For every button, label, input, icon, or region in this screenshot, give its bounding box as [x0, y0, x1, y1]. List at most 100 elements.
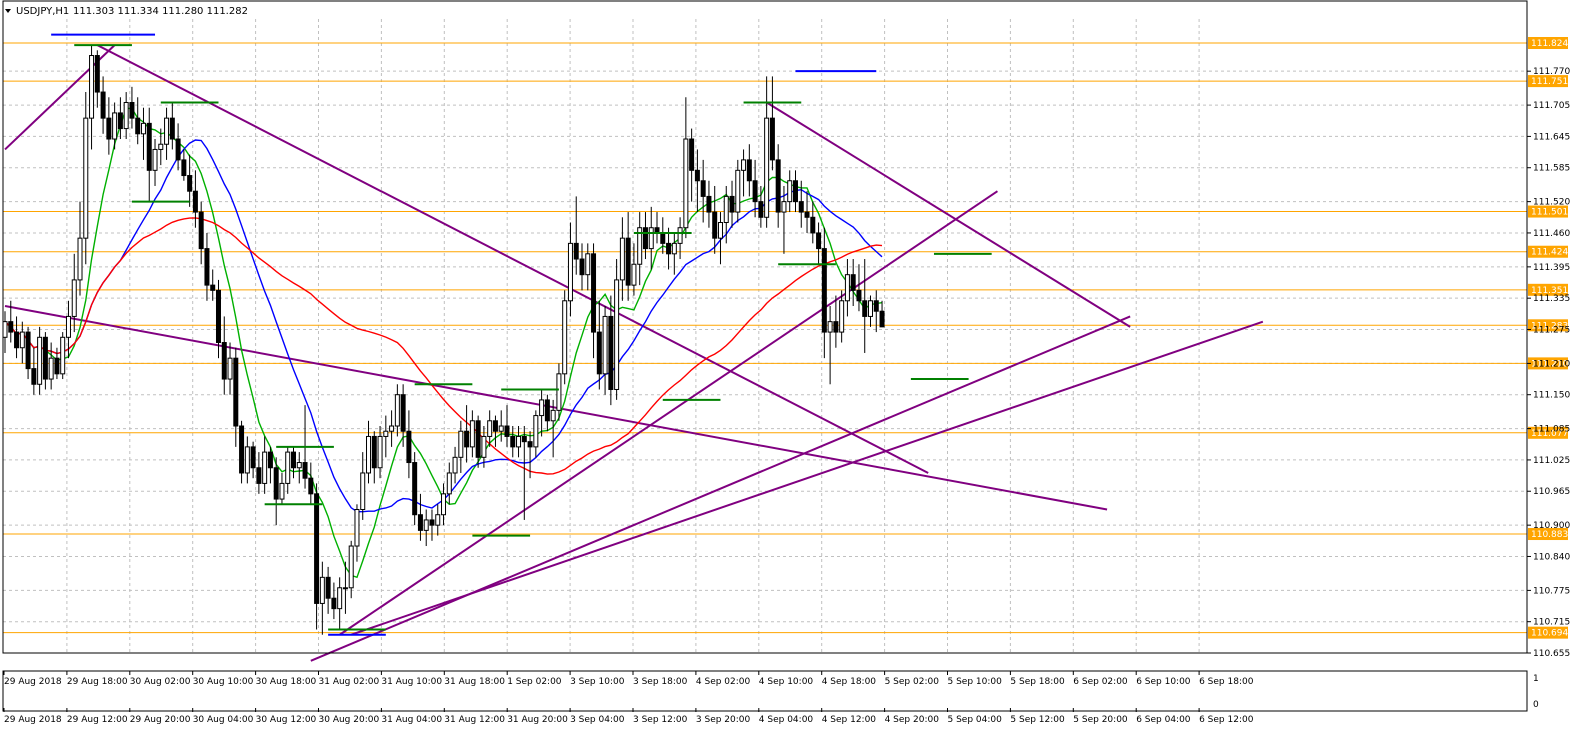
- candle-body: [412, 462, 418, 516]
- candle: [475, 415, 481, 468]
- candle-body: [164, 117, 170, 145]
- candle: [279, 472, 285, 505]
- price-tick-label: 110.775: [1533, 586, 1570, 596]
- candle-body: [833, 321, 839, 333]
- candle-body: [516, 435, 522, 448]
- candle: [844, 259, 850, 317]
- candle: [106, 97, 112, 155]
- candle: [614, 259, 620, 400]
- candle-body: [77, 237, 83, 281]
- candle-body: [579, 258, 585, 276]
- trendline: [339, 190, 998, 636]
- candle-body: [602, 315, 608, 375]
- candle-body: [827, 321, 833, 333]
- candle-body: [464, 430, 470, 448]
- candle-body: [821, 248, 827, 333]
- candle-body: [844, 274, 850, 302]
- candle: [273, 457, 279, 526]
- candle: [717, 212, 723, 265]
- candle: [233, 347, 239, 447]
- candle: [146, 107, 152, 202]
- main-pane-border: [2, 0, 1528, 654]
- candle: [129, 86, 135, 129]
- candle-body: [117, 112, 123, 130]
- candle: [712, 185, 718, 254]
- candle: [77, 201, 83, 296]
- triangle-down-icon[interactable]: [5, 9, 11, 13]
- candle-body: [504, 425, 510, 437]
- candle-body: [567, 242, 573, 302]
- time-tick-label: 5 Sep 04:00: [948, 715, 1003, 725]
- candle: [140, 107, 146, 160]
- candle: [250, 441, 256, 479]
- candle-body: [400, 394, 406, 432]
- candle-body: [787, 180, 793, 203]
- candle-body: [140, 122, 146, 135]
- level-label: 111.351: [1531, 286, 1568, 296]
- candle-body: [717, 222, 723, 239]
- candle-body: [187, 175, 193, 192]
- candle-body: [337, 587, 343, 610]
- candle: [469, 410, 475, 458]
- candle-body: [879, 310, 885, 328]
- candle-body: [106, 117, 112, 140]
- moving-average-line: [4, 139, 883, 513]
- candle: [337, 577, 343, 630]
- candle: [83, 92, 89, 265]
- candle-body: [614, 279, 620, 390]
- level-label: 111.283: [1531, 321, 1568, 331]
- indicator-tick-label: 0: [1533, 700, 1539, 710]
- candle-body: [435, 514, 441, 526]
- candle: [654, 212, 660, 244]
- time-tick-label: 4 Sep 12:00: [822, 715, 877, 725]
- candle-body: [250, 446, 256, 469]
- time-tick-label: 3 Sep 18:00: [633, 677, 688, 687]
- chart-frame: 10: [2, 0, 1539, 712]
- candle: [400, 384, 406, 447]
- candle-body: [648, 227, 654, 250]
- candle: [741, 149, 747, 197]
- candle-body: [158, 143, 164, 150]
- candle-body: [539, 399, 545, 417]
- chart-header: USDJPY,H1 111.303 111.334 111.280 111.28…: [5, 6, 248, 17]
- candle: [429, 509, 435, 541]
- time-tick-label: 31 Aug 02:00: [319, 677, 380, 687]
- candle-body: [83, 117, 89, 239]
- candle-body: [498, 425, 504, 432]
- candle: [504, 405, 510, 447]
- level-label-bg: [1528, 319, 1568, 332]
- candle: [862, 259, 868, 353]
- candle: [89, 45, 95, 150]
- candle-body: [723, 195, 729, 224]
- time-tick-label: 4 Sep 04:00: [759, 715, 814, 725]
- candle-body: [481, 435, 487, 458]
- level-label: 111.824: [1531, 39, 1568, 49]
- candle: [394, 384, 400, 437]
- candle-body: [244, 446, 250, 474]
- candle: [187, 154, 193, 207]
- level-label-bg: [1528, 426, 1568, 439]
- time-tick-label: 4 Sep 20:00: [885, 715, 940, 725]
- candle-body: [585, 253, 591, 276]
- trendline: [310, 315, 1131, 662]
- candle: [435, 504, 441, 536]
- candle: [267, 446, 273, 484]
- candle: [608, 295, 614, 406]
- price-tick-label: 111.770: [1533, 67, 1570, 77]
- level-label-bg: [1528, 37, 1568, 50]
- time-tick-label: 6 Sep 10:00: [1136, 677, 1191, 687]
- price-tick-label: 111.210: [1533, 359, 1570, 369]
- candle: [256, 452, 262, 494]
- candle-body: [429, 519, 435, 526]
- candle-body: [862, 300, 868, 317]
- candle: [729, 180, 735, 228]
- candle-body: [360, 472, 366, 511]
- price-tick-label: 111.460: [1533, 229, 1570, 239]
- candle: [498, 410, 504, 442]
- candle: [850, 259, 856, 306]
- candle-body: [475, 420, 481, 458]
- candle-body: [550, 409, 556, 422]
- candle: [637, 212, 643, 286]
